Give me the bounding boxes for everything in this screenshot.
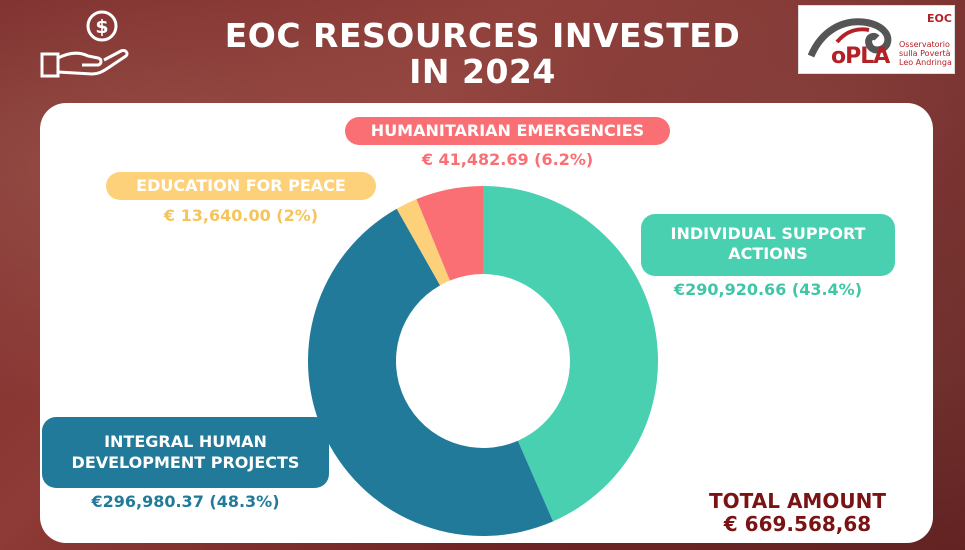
donut-slice-individual: [483, 186, 658, 522]
label-integral: INTEGRAL HUMAN DEVELOPMENT PROJECTS: [42, 417, 329, 488]
label-education-text: EDUCATION FOR PEACE: [136, 176, 346, 195]
donut-slice-humanitarian: [416, 186, 483, 281]
title-line-1: EOC RESOURCES INVESTED: [224, 16, 741, 55]
total-amount: TOTAL AMOUNT € 669.568,68: [690, 490, 905, 536]
label-individual: INDIVIDUAL SUPPORT ACTIONS: [641, 214, 895, 276]
logo-sub-2: sulla Povertà: [899, 49, 951, 58]
value-humanitarian: € 41,482.69 (6.2%): [421, 150, 594, 169]
eoc-mark: EOC: [927, 12, 952, 25]
label-individual-line-2: ACTIONS: [728, 244, 808, 263]
value-integral: €296,980.37 (48.3%): [91, 492, 280, 511]
title-line-2: IN 2024: [409, 52, 556, 91]
label-humanitarian-text: HUMANITARIAN EMERGENCIES: [370, 121, 645, 140]
logo-sub-1: Osservatorio: [899, 40, 950, 49]
opla-logo: EOC oPLA Osservatorio sulla Povertà Leo …: [798, 5, 955, 74]
donut-slice-integral: [308, 208, 554, 536]
page-title: EOC RESOURCES INVESTED IN 2024: [200, 18, 765, 90]
label-individual-line-1: INDIVIDUAL SUPPORT: [670, 224, 866, 243]
value-individual: €290,920.66 (43.4%): [673, 280, 863, 299]
swirl-icon: [807, 18, 892, 58]
svg-text:$: $: [95, 16, 108, 38]
logo-subtitle: Osservatorio sulla Povertà Leo Andringa: [899, 40, 952, 67]
value-education: € 13,640.00 (2%): [163, 206, 319, 225]
label-humanitarian: HUMANITARIAN EMERGENCIES: [345, 117, 670, 145]
label-integral-line-1: INTEGRAL HUMAN: [104, 432, 267, 451]
money-hand-icon: $: [40, 10, 129, 78]
label-education: EDUCATION FOR PEACE: [106, 172, 376, 200]
donut-slice-education: [396, 199, 450, 286]
total-label: TOTAL AMOUNT: [709, 489, 886, 513]
logo-sub-3: Leo Andringa: [899, 58, 952, 67]
total-value: € 669.568,68: [723, 512, 872, 536]
label-integral-line-2: DEVELOPMENT PROJECTS: [71, 453, 300, 472]
logo-brand: oPLA: [831, 44, 890, 69]
